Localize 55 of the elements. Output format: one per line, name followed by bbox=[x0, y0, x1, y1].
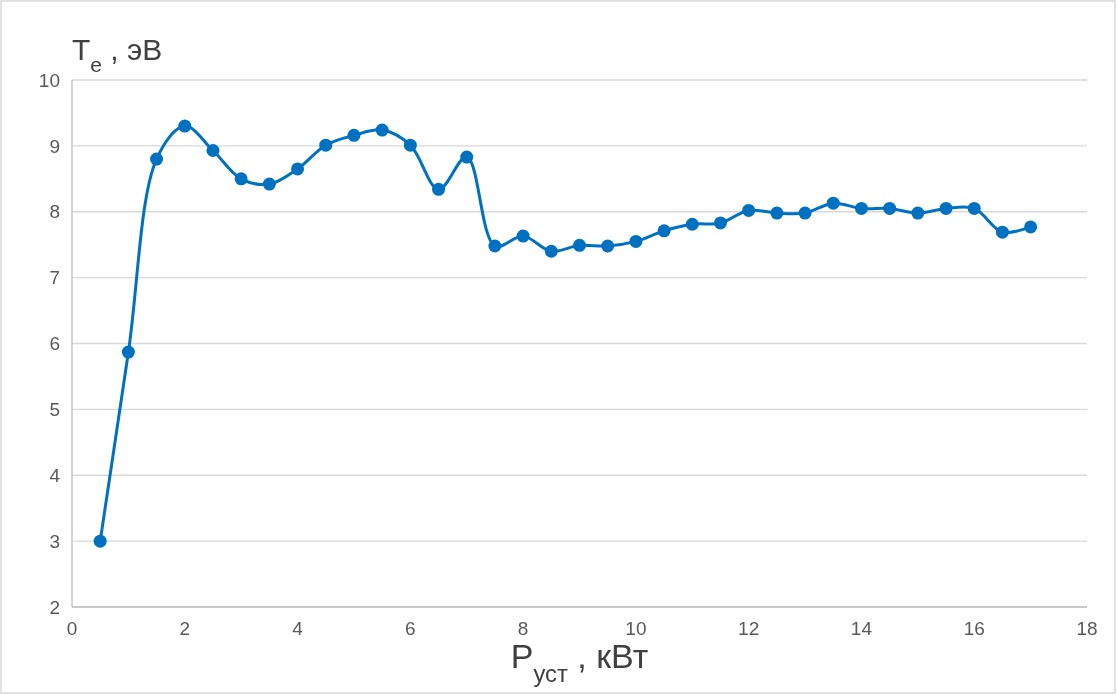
x-tick-label: 10 bbox=[625, 618, 647, 639]
y-tick-label: 5 bbox=[49, 399, 60, 421]
point bbox=[1024, 220, 1038, 234]
point bbox=[93, 534, 107, 548]
point bbox=[234, 172, 248, 186]
point bbox=[911, 206, 925, 220]
point bbox=[488, 239, 502, 253]
point bbox=[291, 162, 305, 176]
point bbox=[657, 224, 671, 238]
point bbox=[601, 239, 615, 253]
point bbox=[432, 182, 446, 196]
x-tick-label: 0 bbox=[66, 618, 78, 639]
point bbox=[375, 123, 389, 137]
x-axis-title: P$_{уст}$ , кВт bbox=[510, 637, 649, 687]
point bbox=[826, 196, 840, 210]
y-axis-title: T$_{e}$ , эВ bbox=[72, 33, 163, 76]
point bbox=[544, 244, 558, 258]
y-tick-label: 4 bbox=[49, 464, 61, 486]
y-tick-label: 7 bbox=[49, 267, 60, 289]
point bbox=[798, 206, 812, 220]
y-tick-label: 3 bbox=[49, 530, 60, 552]
point bbox=[206, 143, 220, 157]
point bbox=[629, 234, 643, 248]
x-tick-label: 6 bbox=[405, 618, 416, 639]
y-tick-label: 9 bbox=[49, 135, 60, 157]
point bbox=[403, 138, 417, 152]
point bbox=[150, 152, 164, 166]
point bbox=[995, 225, 1009, 239]
point bbox=[742, 203, 756, 217]
x-tick-label: 18 bbox=[1076, 618, 1098, 639]
point bbox=[460, 150, 474, 164]
point bbox=[770, 206, 784, 220]
x-tick-label: 8 bbox=[517, 618, 529, 639]
x-tick-label: 14 bbox=[850, 618, 873, 639]
point bbox=[854, 201, 868, 215]
point bbox=[319, 138, 333, 152]
point bbox=[178, 119, 192, 133]
y-tick-label: 2 bbox=[49, 596, 60, 618]
y-tick-label: 10 bbox=[38, 69, 60, 91]
point bbox=[516, 229, 530, 243]
point bbox=[883, 201, 897, 215]
x-tick-label: 12 bbox=[738, 618, 760, 639]
point bbox=[347, 128, 361, 142]
y-tick-label: 8 bbox=[49, 201, 60, 223]
point bbox=[939, 201, 953, 215]
point bbox=[573, 238, 586, 252]
point bbox=[685, 217, 699, 231]
x-tick-label: 4 bbox=[292, 618, 304, 639]
point bbox=[262, 177, 276, 191]
point bbox=[713, 216, 727, 230]
point bbox=[121, 345, 135, 359]
x-tick-label: 2 bbox=[179, 618, 191, 639]
x-tick-label: 16 bbox=[963, 618, 985, 639]
point bbox=[967, 201, 981, 215]
y-tick-label: 6 bbox=[49, 333, 60, 355]
